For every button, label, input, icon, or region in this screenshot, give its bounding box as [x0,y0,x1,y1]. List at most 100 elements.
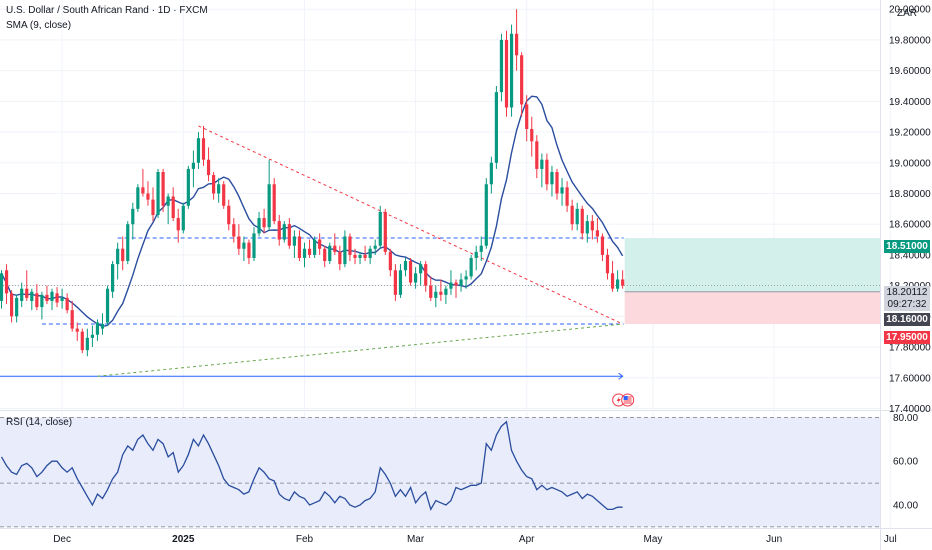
candle-body [85,337,89,351]
candle-body [565,187,569,206]
candle-body [454,282,458,286]
time-tick-label: Dec [53,534,71,545]
base-level-arrow [618,372,624,380]
candle-body [4,270,9,294]
candle-body [595,230,599,237]
time-tick-label: May [643,534,662,545]
candle-body [348,236,352,255]
candle-body [70,310,74,329]
target-price-tag: 18.51000 [884,240,930,253]
rsi-tick-label: 80.00 [893,413,918,424]
descending-trendline [198,125,623,325]
candle-body [378,211,382,246]
price-tick-label: 17.80000 [889,343,931,354]
candle-body [610,273,615,289]
candle-body [186,168,190,206]
price-tick-label: 17.40000 [889,404,931,415]
candle-body [121,248,125,262]
candle-body [499,39,504,93]
candle-body [292,236,296,246]
axes: 20.00000 19.80000 19.60000 19.40000 19.20000… [53,5,931,545]
candle-body [388,251,392,271]
time-tick-label: Jul [884,534,897,545]
candle-body [605,254,610,274]
candle-body [15,297,19,317]
price-tick-label: 19.80000 [889,35,931,46]
candle-body [171,196,175,219]
time-tick-label: Mar [407,534,425,545]
candle-body [55,293,59,303]
price-tick-label: 17.60000 [889,373,931,384]
candle-body [600,236,605,255]
candle-body [621,279,625,286]
candle-body [393,270,397,295]
candle-body [95,322,100,335]
candle-body [353,254,357,258]
candle-body [100,324,105,329]
candle-body [75,328,79,332]
candle-body [111,264,115,292]
candle-body [398,270,403,295]
candle-body [20,288,24,301]
candle-body [509,33,514,108]
candle-body [252,233,256,258]
loss-zone [624,291,880,325]
price-tick-label: 19.40000 [889,97,931,108]
sma-line [0,95,624,328]
candle-body [368,248,372,258]
candle-body [282,224,286,240]
rsi-legend[interactable]: RSI (14, close) [6,417,73,428]
candle-body [616,279,620,289]
candle-body [222,184,226,206]
candle-body [570,205,574,225]
candle-body [323,248,327,262]
candle-body [504,39,509,108]
candle-body [287,224,291,246]
sma-legend[interactable]: SMA (9, close) [6,20,72,31]
risk-reward-zone [0,238,880,325]
symbol-title[interactable]: U.S. Dollar / South African Rand · 1D · … [6,5,208,16]
event-icons[interactable] [612,393,635,407]
price-tick-label: 18.40000 [889,250,931,261]
candle-body [383,211,387,252]
candle-body [237,236,241,249]
price-tick-label: 19.00000 [889,158,931,169]
stop-price-tag: 17.95000 [884,331,930,344]
currency-label: ZAR [897,8,917,19]
candle-body [262,218,266,228]
price-tick-label: 19.20000 [889,128,931,139]
candle-body [338,251,342,265]
candle-body [525,104,529,129]
candle-body [530,128,534,142]
time-tick-label: Jun [766,534,782,545]
flag-canton [623,396,628,400]
candle-body [419,264,423,274]
time-tick-label: 2025 [172,534,195,545]
candle-body [479,245,483,252]
candle-body [464,276,468,280]
candle-body [35,293,39,308]
candle-body [424,264,428,286]
candle-body [25,288,29,298]
rsi-tick-label: 40.00 [893,501,918,512]
candle-body [181,205,185,231]
time-tick-label: Feb [296,534,314,545]
candle-body [580,208,584,234]
candle-body [136,187,140,209]
candle-body [217,184,221,194]
candle-body [232,224,236,237]
candle-body [459,279,463,286]
candle-body [105,288,110,323]
candle-body [575,208,579,225]
candle-body [363,254,367,258]
price-tick-label: 18.80000 [889,189,931,200]
candle-body [247,242,251,258]
candle-body [90,334,94,338]
profit-zone [624,238,880,292]
ascending-trendline [97,323,623,377]
entry-price-tag: 18.16000 [884,313,930,326]
candle-body [373,245,377,249]
candle-body [267,184,271,228]
rsi-path [0,420,623,512]
